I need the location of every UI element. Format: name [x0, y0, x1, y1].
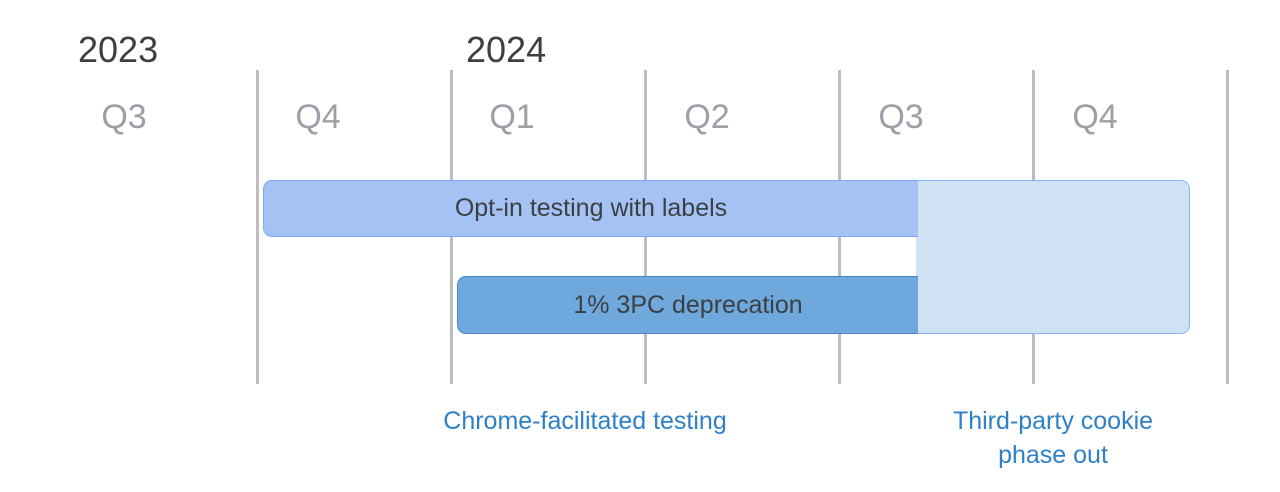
year-label-2024: 2024: [466, 29, 547, 70]
phase-out-label-line-1: Third-party cookie: [952, 407, 1154, 435]
deprecation-bar: 1% 3PC deprecation: [457, 276, 918, 334]
year-label-2023: 2023: [78, 29, 159, 70]
quarter-label-2024-q2: Q2: [684, 98, 730, 136]
quarter-divider: [256, 70, 259, 384]
third-party-cookie-phase-out-label: Third-party cookie phase out: [900, 404, 1206, 472]
chrome-facilitated-testing-label: Chrome-facilitated testing: [443, 407, 727, 435]
opt-in-testing-label: Opt-in testing with labels: [454, 194, 728, 222]
quarter-label-2024-q3: Q3: [878, 98, 924, 136]
deprecation-label: 1% 3PC deprecation: [573, 290, 803, 319]
quarter-divider: [1226, 70, 1229, 384]
phase-out-region: [916, 180, 1190, 334]
phase-out-label-line-2: phase out: [998, 441, 1108, 469]
opt-in-testing-bar: Opt-in testing with labels: [263, 180, 918, 237]
quarter-label-2024-q4: Q4: [1072, 98, 1118, 136]
quarter-label-2024-q1: Q1: [489, 98, 535, 136]
quarter-label-2023-q3: Q3: [101, 98, 147, 136]
quarter-label-2023-q4: Q4: [295, 98, 341, 136]
